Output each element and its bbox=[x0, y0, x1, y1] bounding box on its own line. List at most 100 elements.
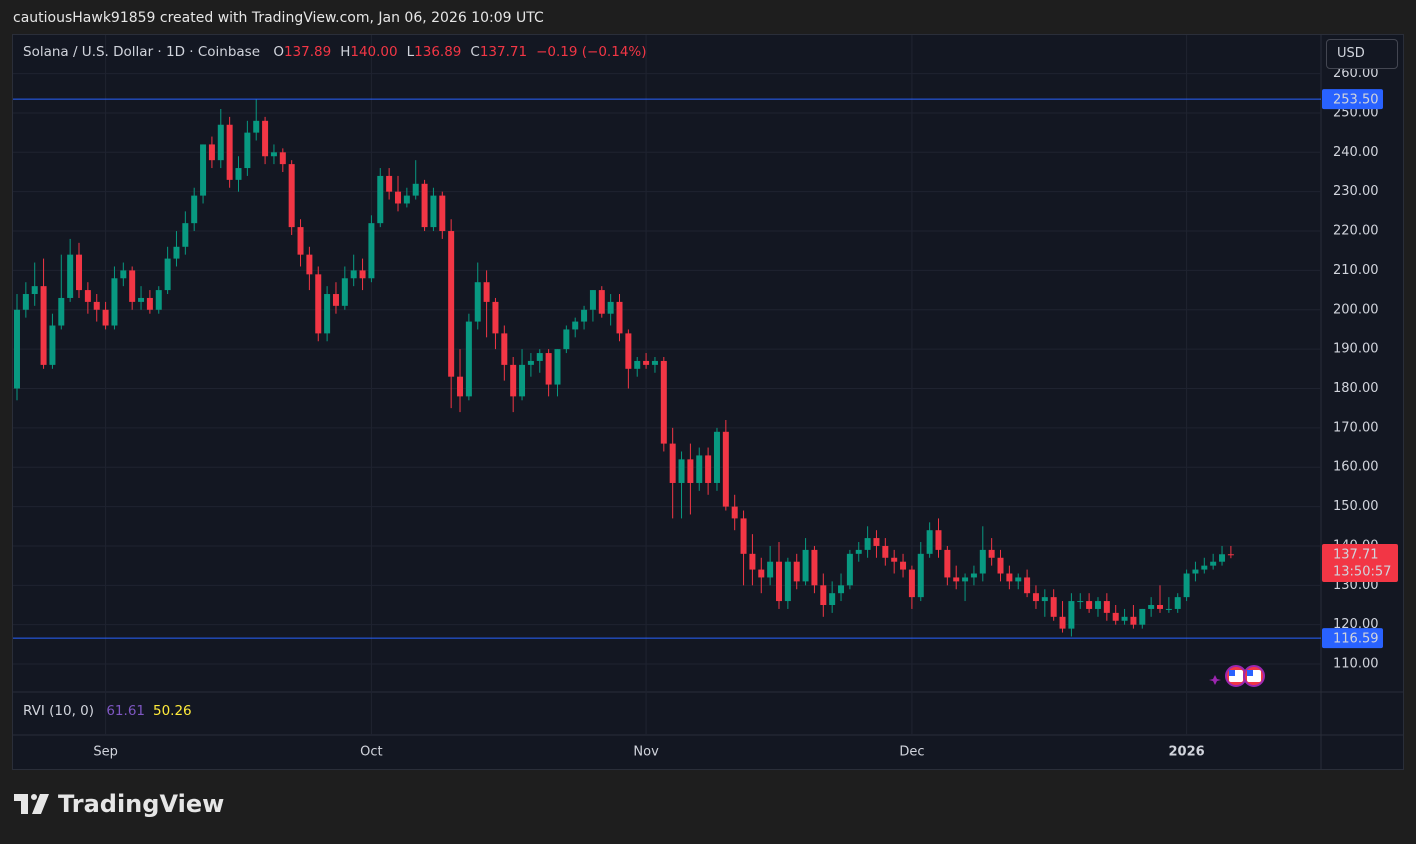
candle-body bbox=[332, 294, 339, 306]
candle-body bbox=[421, 183, 428, 228]
candle-body bbox=[226, 124, 233, 180]
change-percent: (−0.14%) bbox=[581, 44, 647, 60]
candle-body bbox=[784, 561, 791, 602]
candle-body bbox=[749, 553, 756, 570]
candle-body bbox=[935, 530, 942, 550]
candle-body bbox=[953, 577, 960, 582]
price-tag-label: 116.59 bbox=[1333, 632, 1379, 647]
flag-canton bbox=[1229, 670, 1235, 676]
x-tick-label: Oct bbox=[360, 745, 382, 760]
candle-body bbox=[84, 290, 91, 302]
candle-body bbox=[988, 549, 995, 558]
candle-body bbox=[1139, 608, 1146, 625]
currency-button[interactable]: USD bbox=[1326, 39, 1398, 69]
y-tick-label: 170.00 bbox=[1333, 420, 1379, 435]
y-tick-label: 110.00 bbox=[1333, 657, 1379, 672]
ohlc-key: L bbox=[406, 44, 415, 60]
candle-body bbox=[846, 553, 853, 586]
candle-body bbox=[979, 549, 986, 574]
candle-body bbox=[155, 290, 162, 310]
candle-body bbox=[722, 431, 729, 507]
candle-body bbox=[917, 553, 924, 598]
candle-body bbox=[341, 278, 348, 306]
ohlc-key: O bbox=[273, 44, 284, 60]
candle-body bbox=[1192, 569, 1199, 574]
x-tick-label: Dec bbox=[899, 745, 924, 760]
candle-body bbox=[882, 545, 889, 558]
candle-body bbox=[1050, 597, 1057, 617]
candle-body bbox=[1148, 605, 1155, 609]
x-tick-label: Nov bbox=[633, 745, 659, 760]
ohlc-value: 136.89 bbox=[414, 44, 462, 60]
candle-body bbox=[1165, 608, 1172, 610]
y-tick-label: 210.00 bbox=[1333, 263, 1379, 278]
candle-body bbox=[616, 301, 623, 334]
candle-body bbox=[1227, 554, 1234, 556]
candle-body bbox=[970, 573, 977, 578]
candle-body bbox=[811, 549, 818, 586]
candle-body bbox=[855, 549, 862, 554]
price-tag-label: 253.50 bbox=[1333, 93, 1379, 108]
candle-body bbox=[394, 191, 401, 204]
candle-body bbox=[49, 325, 56, 365]
candle-body bbox=[164, 258, 171, 291]
candle-body bbox=[891, 557, 898, 562]
candle-body bbox=[138, 297, 145, 302]
candle-body bbox=[146, 297, 153, 310]
candle-body bbox=[182, 223, 189, 247]
candle-body bbox=[1210, 561, 1217, 566]
candle-body bbox=[1157, 605, 1164, 609]
candle-body bbox=[22, 294, 29, 310]
candle-body bbox=[581, 309, 588, 322]
credit: cautiousHawk91859 created with TradingVi… bbox=[13, 10, 544, 26]
y-tick-label: 150.00 bbox=[1333, 499, 1379, 514]
candle-body bbox=[430, 195, 437, 228]
candle-body bbox=[1024, 577, 1031, 594]
candle-body bbox=[678, 459, 685, 483]
candle-body bbox=[767, 561, 774, 578]
indicator-name: RVI (10, 0) bbox=[23, 703, 95, 719]
candle-body bbox=[359, 270, 366, 279]
candle-body bbox=[324, 294, 331, 334]
indicator-value: 50.26 bbox=[153, 703, 192, 719]
candle-body bbox=[908, 569, 915, 598]
candle-body bbox=[315, 274, 322, 334]
brand: TradingView bbox=[14, 790, 224, 818]
candle-body bbox=[1041, 597, 1048, 602]
candle-body bbox=[740, 518, 747, 554]
candle-body bbox=[864, 538, 871, 550]
candle-body bbox=[1032, 593, 1039, 602]
candle-body bbox=[58, 297, 65, 326]
price-tag bbox=[1322, 628, 1383, 649]
candle-body bbox=[536, 353, 543, 361]
candle-body bbox=[1219, 554, 1226, 562]
y-tick-label: 220.00 bbox=[1333, 224, 1379, 239]
candle-body bbox=[900, 561, 907, 570]
candle-body bbox=[448, 231, 455, 377]
candle-body bbox=[120, 270, 127, 279]
candle-body bbox=[1103, 601, 1110, 613]
candle-body bbox=[377, 175, 384, 224]
y-tick-label: 240.00 bbox=[1333, 145, 1379, 160]
candle-body bbox=[76, 254, 83, 291]
candle-body bbox=[67, 254, 74, 298]
ohlc-value: 140.00 bbox=[350, 44, 398, 60]
candle-body bbox=[944, 549, 951, 578]
candle-body bbox=[465, 321, 472, 397]
candle-body bbox=[1059, 616, 1066, 629]
ohlc-value: 137.71 bbox=[479, 44, 528, 60]
candle-body bbox=[1174, 597, 1181, 609]
candle-body bbox=[1086, 601, 1093, 609]
candle-body bbox=[607, 301, 614, 314]
candle-body bbox=[111, 278, 118, 326]
candle-body bbox=[200, 144, 207, 196]
event-icons bbox=[1209, 665, 1265, 687]
indicator-value: 61.61 bbox=[106, 703, 145, 719]
x-tick-label: Sep bbox=[93, 745, 118, 760]
indicator-legend: RVI (10, 0) 61.61 50.26 bbox=[23, 703, 200, 719]
candle-body bbox=[731, 506, 738, 519]
candle-body bbox=[297, 227, 304, 255]
candle-body bbox=[997, 557, 1004, 574]
